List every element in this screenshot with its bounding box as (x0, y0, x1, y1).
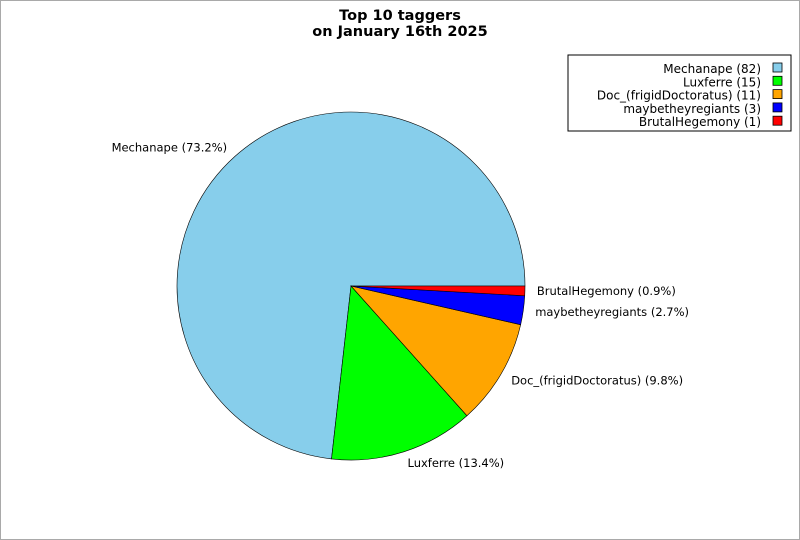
slice-labels: Mechanape (73.2%) Luxferre (13.4%) Doc_(fr… (112, 140, 689, 470)
slice-label-mechanape: Mechanape (73.2%) (112, 140, 228, 154)
legend-swatch-doc-frigiddoctoratus- (772, 89, 783, 99)
legend-label-maybetheyregiants: maybetheyregiants (3) (623, 102, 761, 116)
chart-title-line-2: on January 16th 2025 (312, 24, 487, 40)
legend-box (567, 54, 792, 132)
slice-label-luxferre: Luxferre (13.4%) (408, 456, 505, 470)
chart-title-line-1: Top 10 taggers (339, 8, 461, 24)
legend-swatch-mechanape (772, 62, 783, 73)
pie-slice-doc-frigiddoctoratus- (350, 285, 521, 417)
legend-label-brutalhegemony: BrutalHegemony (1) (639, 115, 761, 129)
legend-swatch-brutalhegemony (772, 115, 783, 126)
pie-slices (176, 111, 526, 461)
legend-label-luxferre: Luxferre (15) (683, 75, 761, 89)
slice-label-doc-frigiddoctoratus-: Doc_(frigidDoctoratus) (9.8%) (511, 374, 683, 388)
pie-slice-brutalhegemony (350, 285, 526, 297)
slice-label-brutalhegemony: BrutalHegemony (0.9%) (537, 284, 676, 298)
pie-slice-luxferre (331, 285, 468, 461)
pie-slice-mechanape (176, 111, 526, 460)
slice-label-maybetheyregiants: maybetheyregiants (2.7%) (535, 305, 689, 319)
legend-swatch-maybetheyregiants (772, 102, 783, 113)
legend-swatch-luxferre (772, 75, 783, 86)
legend-label-doc-frigiddoctoratus-: Doc_(frigidDoctoratus) (11) (597, 89, 761, 103)
legend-label-mechanape: Mechanape (82) (663, 62, 761, 76)
legend: Mechanape (82)Luxferre (15)Doc_(frigidDo… (567, 54, 792, 132)
